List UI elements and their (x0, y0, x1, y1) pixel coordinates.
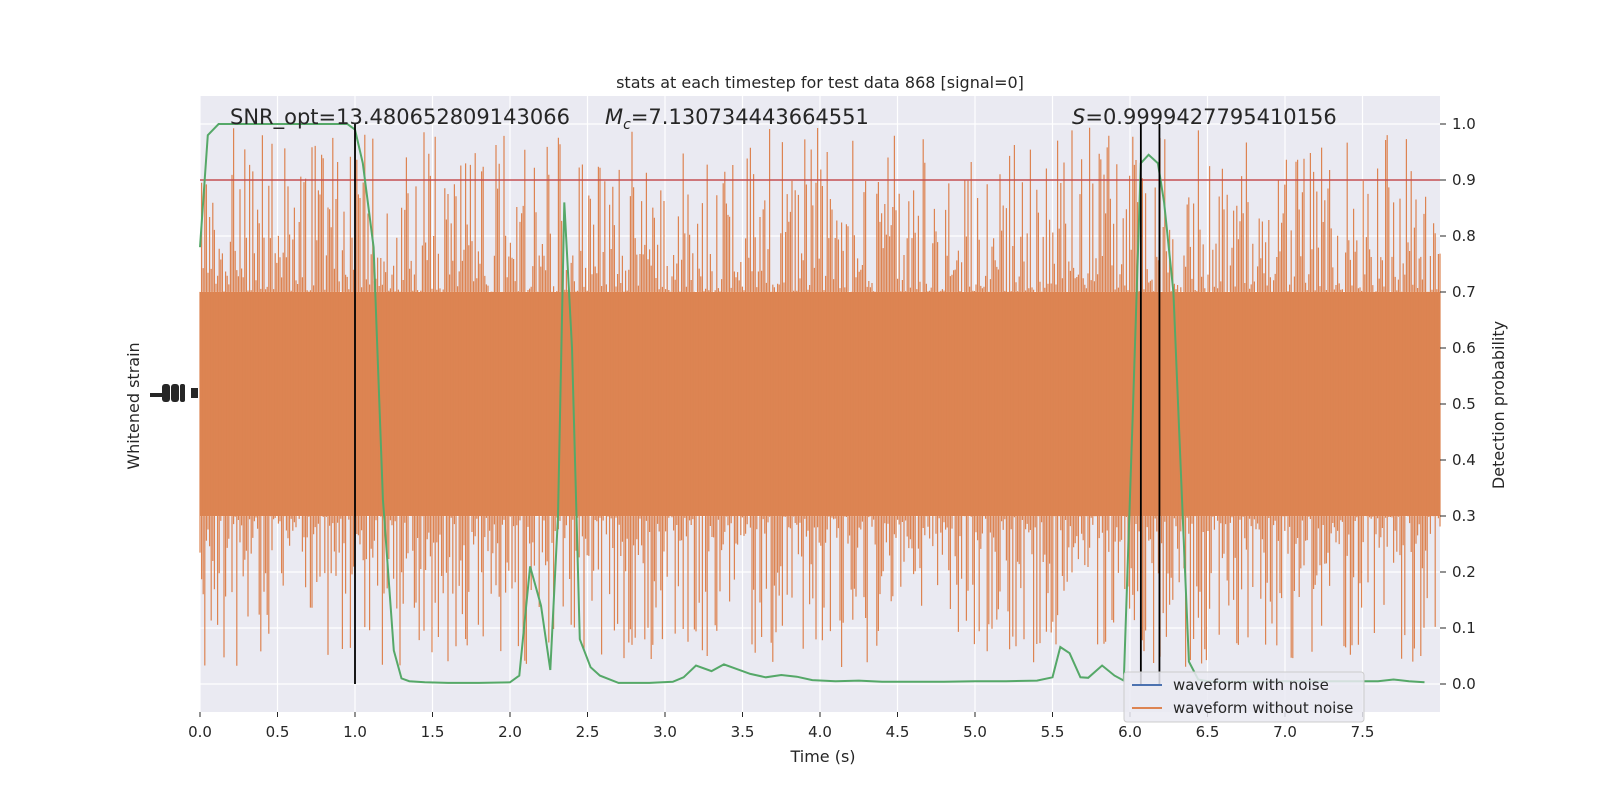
chirp-mass-annotation: Mc=7.130734443664551 (605, 105, 869, 133)
legend-label-with-noise: waveform with noise (1173, 676, 1329, 694)
x-tick-label: 1.5 (421, 723, 445, 741)
y-tick-label: 0.2 (1452, 563, 1476, 581)
x-tick-label: 4.5 (886, 723, 910, 741)
x-tick-label: 1.0 (343, 723, 367, 741)
x-tick-label: 3.0 (653, 723, 677, 741)
y-tick-label: 0.4 (1452, 451, 1476, 469)
y-tick-label: 1.0 (1452, 115, 1476, 133)
y-tick-label: 0.6 (1452, 339, 1476, 357)
y-tick-label: 0.1 (1452, 619, 1476, 637)
x-tick-label: 7.0 (1273, 723, 1297, 741)
x-tick-label: 6.5 (1196, 723, 1220, 741)
x-tick-label: 2.0 (498, 723, 522, 741)
series-waveform-without-noise (199, 127, 1441, 667)
y-axis-right-ticks: 0.0 0.1 0.2 0.3 0.4 0.5 0.6 0.7 0.8 0.9 1.0 (1440, 115, 1476, 693)
x-tick-label: 6.0 (1118, 723, 1142, 741)
chart-title: stats at each timestep for test data 868… (616, 73, 1024, 92)
left-axis-collapsed-ticks (150, 384, 198, 402)
y-axis-left-label: Whitened strain (124, 342, 143, 469)
x-tick-label: 7.5 (1351, 723, 1375, 741)
y-tick-label: 0.5 (1452, 395, 1476, 413)
legend: waveform with noise waveform without noi… (1123, 671, 1365, 723)
waveform-spikes (199, 127, 1441, 667)
snr-annotation: SNR_opt=13.480652809143066 (230, 105, 570, 130)
score-annotation: S=0.9999427795410156 (1072, 105, 1337, 129)
y-axis-right-label: Detection probability (1489, 321, 1508, 489)
y-tick-label: 0.7 (1452, 283, 1476, 301)
vertical-markers (354, 124, 1161, 684)
y-tick-label: 0.8 (1452, 227, 1476, 245)
x-tick-label: 0.0 (188, 723, 212, 741)
x-tick-label: 3.5 (731, 723, 755, 741)
x-tick-label: 2.5 (576, 723, 600, 741)
x-tick-label: 0.5 (266, 723, 290, 741)
x-axis-label: Time (s) (789, 747, 855, 766)
y-tick-label: 0.9 (1452, 171, 1476, 189)
x-tick-label: 4.0 (808, 723, 832, 741)
y-tick-label: 0.0 (1452, 675, 1476, 693)
x-tick-label: 5.0 (963, 723, 987, 741)
x-axis-ticks: 0.0 0.5 1.0 1.5 2.0 2.5 3.0 3.5 4.0 4.5 5.0 5.5 6.0 6… (188, 712, 1374, 741)
x-tick-label: 5.5 (1041, 723, 1065, 741)
y-tick-label: 0.3 (1452, 507, 1476, 525)
legend-label-without-noise: waveform without noise (1173, 699, 1353, 717)
